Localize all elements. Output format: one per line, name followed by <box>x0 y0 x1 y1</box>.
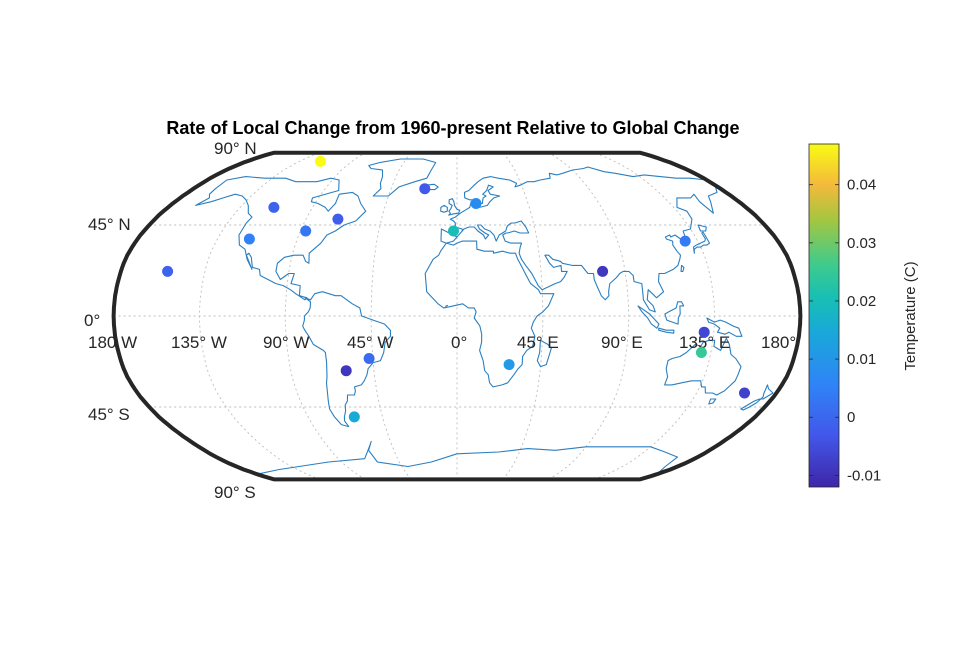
data-point <box>448 225 459 237</box>
data-point <box>739 387 750 399</box>
chart-title: Rate of Local Change from 1960-present R… <box>166 118 739 138</box>
data-point <box>332 213 344 225</box>
data-point <box>698 326 710 338</box>
map-frame <box>111 150 803 482</box>
data-point <box>348 411 360 423</box>
lon-label: 45° E <box>517 333 559 352</box>
graticule <box>113 152 801 480</box>
coastline <box>664 301 685 325</box>
lat-label: 0° <box>84 311 100 330</box>
coastline <box>692 231 711 254</box>
coastline <box>302 291 392 428</box>
data-point <box>503 359 515 371</box>
colorbar-tick-label: 0.02 <box>847 293 876 310</box>
coastline <box>680 264 685 272</box>
colorbar-tick-label: -0.01 <box>847 467 881 484</box>
coastline <box>536 339 552 368</box>
coastline <box>448 198 461 216</box>
coastline <box>740 384 774 411</box>
lon-label: 90° E <box>601 333 643 352</box>
data-point <box>162 265 174 277</box>
meridian <box>502 152 544 480</box>
lon-label: 135° W <box>171 333 227 352</box>
data-point <box>340 365 352 377</box>
colorbar: -0.01 0 0.01 0.02 0.03 0.04 Temperature (C) <box>808 143 919 488</box>
meridian <box>370 152 412 480</box>
coastline <box>697 224 707 232</box>
coastline <box>637 305 660 329</box>
data-point <box>695 347 707 358</box>
coastline <box>706 317 743 337</box>
data-point <box>597 265 609 277</box>
lon-label: 90° W <box>263 333 309 352</box>
colorbar-label: Temperature (C) <box>902 261 919 370</box>
colorbar-tick-label: 0.04 <box>847 177 876 194</box>
lat-label: 45° S <box>88 405 130 424</box>
data-point <box>300 225 312 237</box>
data-point <box>419 183 431 195</box>
coastline <box>445 304 449 307</box>
coastline <box>708 398 717 405</box>
coastline <box>424 240 555 388</box>
lon-label: 180° <box>761 333 796 352</box>
data-point <box>470 198 482 209</box>
data-point <box>268 201 280 213</box>
data-point <box>315 155 326 167</box>
data-point <box>363 353 375 364</box>
lat-label: 90° S <box>214 483 256 502</box>
coastlines <box>195 158 774 475</box>
lon-label: 180 W <box>88 333 137 352</box>
colorbar-tick-label: 0.01 <box>847 351 876 368</box>
lat-label: 45° N <box>88 215 131 234</box>
colorbar-ticks: -0.01 0 0.01 0.02 0.03 0.04 <box>809 177 881 484</box>
lon-label: 45° W <box>347 333 393 352</box>
colorbar-tick-label: 0 <box>847 409 855 426</box>
colorbar-gradient <box>808 143 840 488</box>
lon-label: 0° <box>451 333 467 352</box>
coastline <box>195 176 367 301</box>
colorbar-tick-label: 0.03 <box>847 235 876 252</box>
coastline <box>440 166 718 313</box>
grid-labels: 90° N 45° N 0° 45° S 90° S 180 W 135° W 90° W 45… <box>84 139 796 502</box>
lat-label: 90° N <box>214 139 257 158</box>
coastline <box>368 158 437 197</box>
coastline <box>658 327 675 334</box>
data-point <box>679 235 691 247</box>
coastline <box>440 204 448 213</box>
map <box>111 150 803 482</box>
map-background <box>113 152 801 480</box>
coastline <box>256 440 679 475</box>
lon-label: 135° E <box>679 333 730 352</box>
coastline <box>664 337 742 396</box>
data-point <box>243 233 255 245</box>
data-points <box>162 155 750 423</box>
